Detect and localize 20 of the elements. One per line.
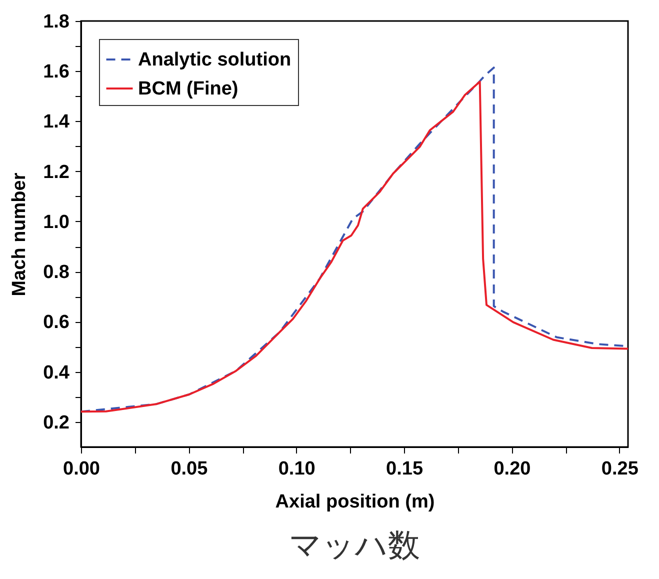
text: マッハ数 [289, 527, 420, 563]
y-tick-label: 1.0 [43, 212, 70, 233]
y-tick-label: 0.2 [43, 412, 70, 434]
x-tick-label: 0.20 [494, 458, 531, 480]
x-tick-label: 0.00 [63, 458, 100, 480]
y-axis-title: Mach number [9, 172, 30, 296]
y-tick-label: 1.4 [43, 112, 70, 133]
x-tick-label: 0.15 [386, 458, 424, 480]
legend-label: Analytic solution [138, 50, 292, 70]
y-tick-label: 1.2 [43, 162, 70, 183]
x-tick-label: 0.10 [278, 458, 316, 480]
y-tick-label: 1.8 [43, 12, 70, 32]
y-tick-label: 1.6 [43, 62, 70, 83]
x-tick-label: 0.25 [601, 458, 639, 480]
x-tick-label: 0.05 [170, 458, 208, 480]
y-tick-label: 0.8 [43, 262, 70, 284]
legend-label: BCM (Fine) [138, 78, 238, 100]
y-tick-label: 0.6 [43, 312, 70, 334]
x-axis-title: Axial position (m) [275, 492, 435, 512]
y-tick-label: 0.4 [43, 362, 70, 384]
